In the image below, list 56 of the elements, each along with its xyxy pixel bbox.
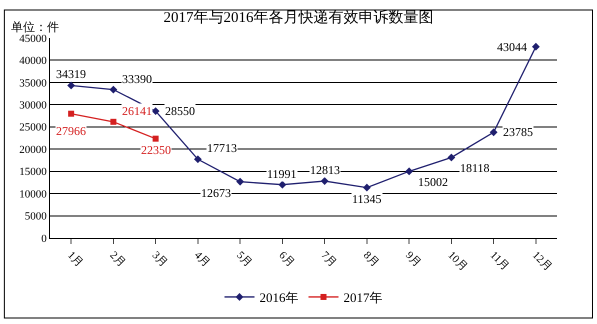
data-label: 12673	[201, 186, 231, 200]
y-tick-label: 30000	[19, 100, 48, 112]
y-tick-label: 20000	[19, 144, 48, 156]
data-label: 15002	[418, 175, 448, 189]
point	[490, 128, 498, 136]
point	[320, 177, 329, 185]
point	[194, 155, 202, 164]
data-label: 12813	[310, 163, 340, 177]
x-tick-label: 8月	[360, 249, 382, 270]
x-tick-label: 12月	[530, 249, 554, 274]
x-tick-label: 5月	[234, 249, 254, 270]
x-tick-label: 2月	[107, 249, 128, 270]
data-label: 17713	[207, 141, 237, 155]
y-tick-label: 10000	[19, 188, 48, 200]
data-label: 18118	[460, 161, 490, 175]
point	[68, 110, 74, 117]
legend-label: 2016年	[260, 290, 298, 306]
x-tick-label: 7月	[318, 249, 339, 270]
point	[109, 86, 118, 94]
data-label: 26141	[122, 104, 152, 118]
legend-label: 2017年	[344, 290, 382, 306]
data-label: 34319	[56, 67, 86, 81]
y-tick-label: 35000	[19, 77, 48, 90]
data-label: 28550	[165, 104, 195, 118]
y-tick-label: 5000	[24, 210, 48, 223]
data-label: 33390	[122, 72, 152, 86]
y-tick-label: 15000	[19, 166, 48, 178]
x-tick-label: 10月	[445, 249, 470, 274]
chart-title: 2017年与2016年各月快递有效申诉数量图	[164, 8, 434, 26]
data-label: 11345	[352, 192, 382, 206]
x-tick-label: 11月	[488, 249, 512, 273]
data-label: 22350	[141, 143, 171, 157]
y-tick-label: 0	[41, 232, 48, 245]
point	[278, 180, 286, 189]
point	[152, 136, 159, 142]
point	[67, 82, 76, 90]
point	[447, 154, 456, 162]
data-label: 23785	[503, 125, 533, 139]
point	[110, 118, 116, 125]
point	[152, 107, 160, 116]
x-tick-label: 4月	[192, 249, 212, 270]
point	[362, 184, 371, 192]
text: 单位：件	[11, 20, 59, 34]
data-label: 27966	[56, 124, 86, 138]
x-tick-label: 1月	[65, 249, 86, 270]
x-tick-label: 6月	[276, 249, 297, 270]
y-tick-label: 25000	[19, 122, 48, 134]
point	[405, 167, 414, 176]
y-tick-label: 45000	[19, 32, 48, 45]
data-label: 11991	[267, 167, 297, 181]
x-tick-label: 9月	[403, 249, 424, 270]
x-tick-label: 3月	[150, 249, 170, 270]
point	[236, 178, 244, 186]
point	[532, 42, 540, 51]
y-tick-label: 40000	[19, 55, 48, 68]
data-label: 43044	[497, 40, 527, 54]
